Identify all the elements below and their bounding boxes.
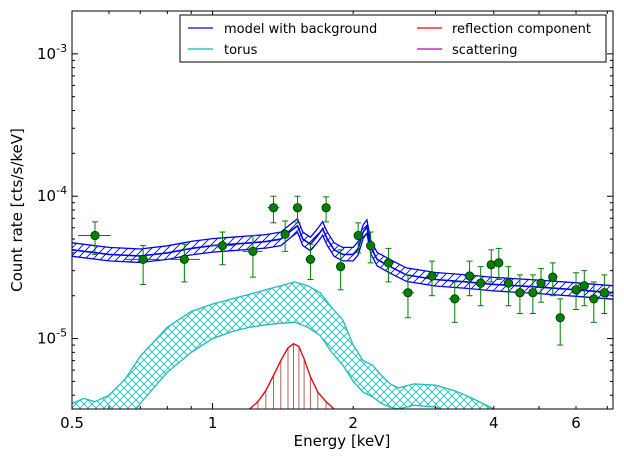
y-tick-labels: 10-5 10-4 10-3: [37, 42, 67, 348]
data-point: [514, 274, 526, 314]
data-point: [242, 234, 263, 278]
data-point: [494, 247, 504, 280]
y-tick-label: 10-4: [37, 184, 67, 205]
y-tick-label: 10-3: [37, 42, 67, 63]
data-point: [366, 231, 376, 264]
legend-label-torus: torus: [224, 43, 258, 58]
legend: model with background reflection compone…: [179, 14, 607, 63]
torus-lower-line: [135, 321, 444, 409]
model-upper-line: [72, 217, 613, 287]
torus-band: [72, 281, 495, 409]
data-point: [336, 249, 346, 291]
data-point: [267, 195, 280, 224]
x-tick-label: 0.5: [60, 414, 84, 432]
data-point: [589, 281, 599, 323]
data-point: [555, 298, 565, 346]
data-point: [579, 270, 589, 307]
plot-frame: [71, 10, 614, 410]
data-point: [280, 220, 290, 252]
data-point: [167, 243, 201, 283]
x-tick-label: 4: [489, 414, 499, 432]
torus-upper-line: [72, 281, 495, 409]
data-point: [208, 231, 236, 266]
reflection-component: [249, 342, 335, 409]
data-point: [425, 260, 439, 297]
y-axis-label: Count rate [cts/s/keV]: [8, 128, 26, 292]
plot-content: [72, 195, 613, 409]
data-point: [383, 247, 394, 283]
data-point: [305, 243, 316, 280]
data-points: [77, 195, 611, 346]
y-tick-label: 10-5: [37, 327, 67, 348]
legend-label-reflection: reflection component: [452, 22, 591, 37]
data-point: [353, 222, 363, 254]
x-tick-label: 6: [571, 414, 581, 432]
legend-label-model: model with background: [224, 22, 377, 37]
data-point: [536, 268, 546, 303]
x-tick-label: 1: [208, 414, 218, 432]
data-point: [527, 274, 539, 314]
data-point: [598, 274, 611, 314]
model-hatch: [72, 218, 613, 300]
legend-label-scattering: scattering: [452, 43, 518, 58]
data-point: [570, 272, 582, 310]
data-point: [548, 262, 558, 297]
data-point: [448, 281, 461, 323]
data-point: [292, 195, 303, 224]
legend-box: [179, 14, 607, 63]
x-tick-label: 2: [348, 414, 358, 432]
data-point: [475, 266, 486, 307]
data-point: [503, 266, 514, 307]
data-point: [321, 196, 331, 223]
data-point: [401, 274, 415, 319]
torus-hatch: [72, 281, 494, 409]
x-axis-label: Energy [keV]: [294, 432, 391, 450]
model-lower-line: [72, 231, 613, 300]
data-point: [77, 221, 111, 255]
reflection-line: [249, 342, 335, 409]
data-point: [464, 260, 475, 297]
x-tick-labels: 0.5 1 2 4 6: [60, 414, 581, 432]
data-point: [125, 245, 160, 285]
